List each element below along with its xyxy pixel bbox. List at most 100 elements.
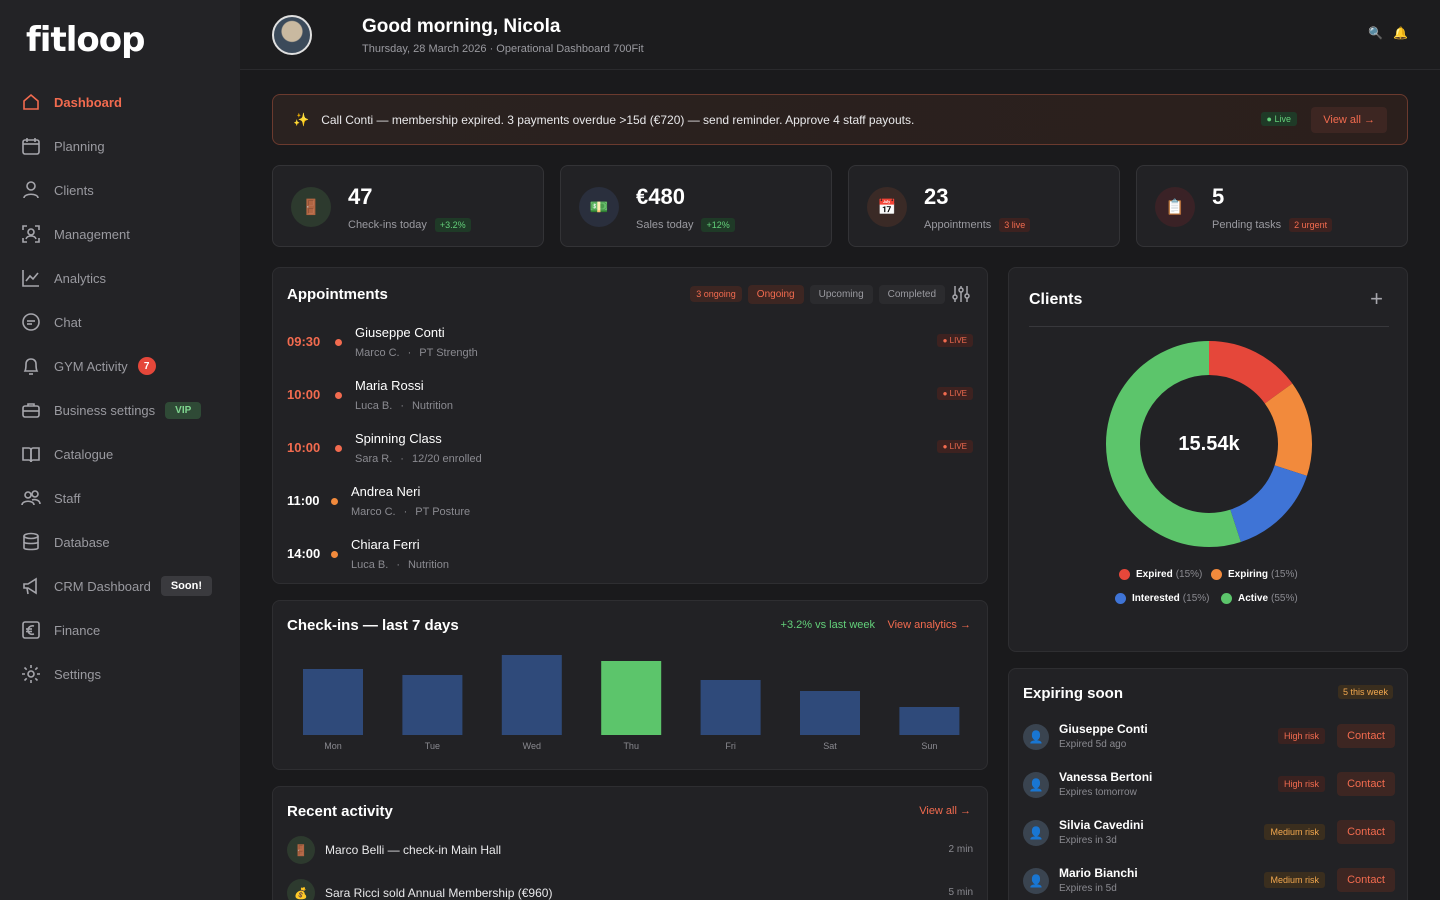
legend-dot [1211,569,1222,580]
risk-badge: Medium risk [1264,824,1325,840]
checkins-title: Check-ins — last 7 days [287,617,459,634]
contact-button[interactable]: Contact [1337,724,1395,748]
appointment-type: 12/20 enrolled [411,453,482,465]
bar-sat[interactable] [800,691,860,735]
donut-slice-expiring[interactable] [1264,383,1312,476]
expiry-status: Expired 5d ago [1059,739,1127,750]
stat-value: 23 [924,184,949,209]
appointment-time: 11:00 [287,493,320,508]
sidebar-item-planning[interactable]: Planning [0,124,240,168]
bar-fri[interactable] [700,680,761,735]
avatar[interactable] [272,15,312,55]
alert-view-all-button[interactable]: View all → [1311,107,1387,133]
bar-sun[interactable] [899,707,960,735]
expiry-status: Expires in 5d [1059,883,1117,894]
chart-line-icon [20,267,42,289]
sidebar-item-chat[interactable]: Chat [0,300,240,344]
search-icon[interactable]: 🔍 [1368,26,1384,40]
stat-label-row: Pending tasks 2 urgent [1212,218,1333,232]
stat-chip: 3 live [999,218,1031,232]
stat-card[interactable]: 📅 23 Appointments 3 live [848,165,1120,247]
client-name[interactable]: Mario Bianchi [1059,866,1138,880]
sidebar-item-gym-activity[interactable]: GYM Activity 7 [0,344,240,388]
brand-logo[interactable]: fitloop [26,20,145,60]
tab-ongoing[interactable]: Ongoing [747,284,804,304]
sidebar-item-clients[interactable]: Clients [0,168,240,212]
appointments-panel: Appointments 3 ongoing Ongoing Upcoming … [272,267,988,584]
gear-icon [20,663,42,685]
sidebar-item-staff[interactable]: Staff [0,476,240,520]
user-icon [20,179,42,201]
tick-label: Sat [823,741,837,751]
risk-badge: Medium risk [1264,872,1325,888]
appointment-name: Andrea Neri [351,484,421,499]
appointment-staff: Luca B. [355,400,393,412]
sidebar-item-label: Business settings [54,402,156,418]
sidebar-item-management[interactable]: Management [0,212,240,256]
contact-button[interactable]: Contact [1337,772,1395,796]
client-name[interactable]: Silvia Cavedini [1059,818,1144,832]
appointment-row[interactable]: 10:00 Maria Rossi Luca B. · Nutrition ● LIVE [287,373,973,426]
sidebar-item-analytics[interactable]: Analytics [0,256,240,300]
status-dot [331,498,338,505]
sidebar-item-database[interactable]: Database [0,520,240,564]
client-name[interactable]: Giuseppe Conti [1059,722,1148,736]
nav-badge: VIP [165,401,202,419]
sidebar-item-crm-dashboard[interactable]: CRM Dashboard Soon! [0,564,240,608]
appointment-name: Maria Rossi [355,378,424,393]
legend-item-expired: Expired (15%) [1119,569,1202,580]
sidebar-item-finance[interactable]: Finance [0,608,240,652]
appointment-type: Nutrition [407,559,449,571]
client-name[interactable]: Vanessa Bertoni [1059,770,1153,784]
appointment-row[interactable]: 14:00 Chiara Ferri Luca B. · Nutrition [287,532,973,585]
donut-slice-active[interactable] [1106,341,1241,547]
activity-row[interactable]: 💰 Sara Ricci sold Annual Membership (€960… [287,879,973,900]
sidebar-item-settings[interactable]: Settings [0,652,240,696]
bar-tue[interactable] [402,675,463,735]
tab-upcoming[interactable]: Upcoming [809,284,873,304]
sidebar-item-dashboard[interactable]: Dashboard [0,80,240,124]
stat-value: €480 [636,184,685,209]
bar-thu[interactable] [601,661,662,735]
stat-card[interactable]: 💵 €480 Sales today +12% [560,165,832,247]
appointment-name: Spinning Class [355,431,442,446]
appointment-row[interactable]: 09:30 Giuseppe Conti Marco C. · PT Strength ●… [287,320,973,373]
nav-badge: 7 [137,357,156,375]
filter-icon[interactable] [951,284,971,304]
appointment-meta: Sara R. · 12/20 enrolled [355,453,482,465]
appointment-row[interactable]: 10:00 Spinning Class Sara R. · 12/20 enrolle… [287,426,973,479]
bar-mon[interactable] [303,669,363,735]
home-icon [20,91,42,113]
contact-button[interactable]: Contact [1337,820,1395,844]
sidebar-item-label: Planning [54,138,105,154]
legend-label: Expired [1136,569,1173,580]
sidebar-item-label: CRM Dashboard [54,578,151,594]
appointments-tabs: 3 ongoing Ongoing Upcoming Completed [690,284,971,304]
bell-icon[interactable]: 🔔 [1393,26,1408,40]
separator: · [403,506,408,518]
legend-label: Interested [1132,593,1180,604]
clients-panel: Clients + 15.54k Expired (15%) Expiring (15… [1008,267,1408,652]
ai-alert-banner: ✨ Call Conti — membership expired. 3 pay… [272,94,1408,145]
stat-card[interactable]: 🚪 47 Check-ins today +3.2% [272,165,544,247]
expiring-row: 👤 Vanessa Bertoni Expires tomorrow High ris… [1023,766,1395,810]
separator: · [400,400,404,412]
activity-row[interactable]: 🚪 Marco Belli — check-in Main Hall 2 min [287,836,973,866]
activity-view-all-link[interactable]: View all → [919,805,971,817]
sidebar-item-business-settings[interactable]: Business settings VIP [0,388,240,432]
sidebar-item-label: Management [54,226,130,242]
expiring-count-badge: 5 this week [1337,685,1393,699]
view-analytics-link[interactable]: View analytics → [887,619,971,631]
contact-button[interactable]: Contact [1337,868,1395,892]
tab-completed[interactable]: Completed [878,284,945,304]
stat-label: Check-ins today [348,219,427,231]
donut-slice-expired[interactable] [1208,341,1293,404]
add-client-icon[interactable]: + [1370,286,1383,311]
bar-wed[interactable] [501,655,562,735]
sidebar-item-catalogue[interactable]: Catalogue [0,432,240,476]
sidebar-item-label: Clients [54,182,94,198]
donut-slice-interested[interactable] [1229,464,1307,542]
appointment-row[interactable]: 11:00 Andrea Neri Marco C. · PT Posture [287,479,973,532]
avatar: 👤 [1023,724,1049,750]
stat-card[interactable]: 📋 5 Pending tasks 2 urgent [1136,165,1408,247]
